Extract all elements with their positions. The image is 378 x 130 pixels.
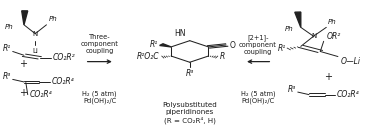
Text: Ph: Ph [5, 24, 14, 30]
Text: +: + [19, 59, 27, 69]
Text: CO₂R²: CO₂R² [53, 53, 76, 62]
Text: R³: R³ [3, 72, 11, 81]
Text: Ph: Ph [48, 16, 57, 22]
Text: OR²: OR² [326, 32, 341, 41]
Polygon shape [295, 12, 301, 27]
Text: Polysubstituted
piperidinones
(R = CO₂R⁴, H): Polysubstituted piperidinones (R = CO₂R⁴… [163, 102, 217, 124]
Text: HN: HN [175, 28, 186, 37]
Text: O: O [230, 41, 236, 50]
Text: H₂ (5 atm)
Pd(OH)₂/C: H₂ (5 atm) Pd(OH)₂/C [241, 90, 275, 104]
Text: O—Li: O—Li [341, 57, 361, 66]
Text: R³: R³ [288, 85, 296, 94]
Text: Three-
component
coupling: Three- component coupling [81, 34, 119, 54]
Text: H₂ (5 atm)
Pd(OH)₂/C: H₂ (5 atm) Pd(OH)₂/C [82, 90, 117, 104]
Text: +: + [324, 72, 332, 82]
Text: R²O₂C: R²O₂C [137, 52, 160, 61]
Text: CO₂R⁴: CO₂R⁴ [29, 90, 52, 99]
Text: R³: R³ [186, 69, 194, 78]
Text: Li: Li [32, 48, 38, 54]
Text: R¹: R¹ [150, 40, 158, 49]
Polygon shape [160, 44, 171, 47]
Text: Ph: Ph [285, 26, 294, 32]
Text: [2+1]-
component
coupling: [2+1]- component coupling [239, 34, 277, 54]
Text: +: + [19, 88, 27, 98]
Text: Ph: Ph [327, 19, 336, 25]
Text: N: N [311, 33, 316, 39]
Text: CO₂R⁴: CO₂R⁴ [337, 90, 360, 99]
Text: CO₂R⁴: CO₂R⁴ [52, 77, 75, 86]
Text: R: R [220, 52, 225, 61]
Text: R¹: R¹ [3, 44, 11, 53]
Text: N: N [33, 31, 38, 37]
Polygon shape [22, 11, 28, 25]
Text: R¹: R¹ [277, 44, 286, 53]
